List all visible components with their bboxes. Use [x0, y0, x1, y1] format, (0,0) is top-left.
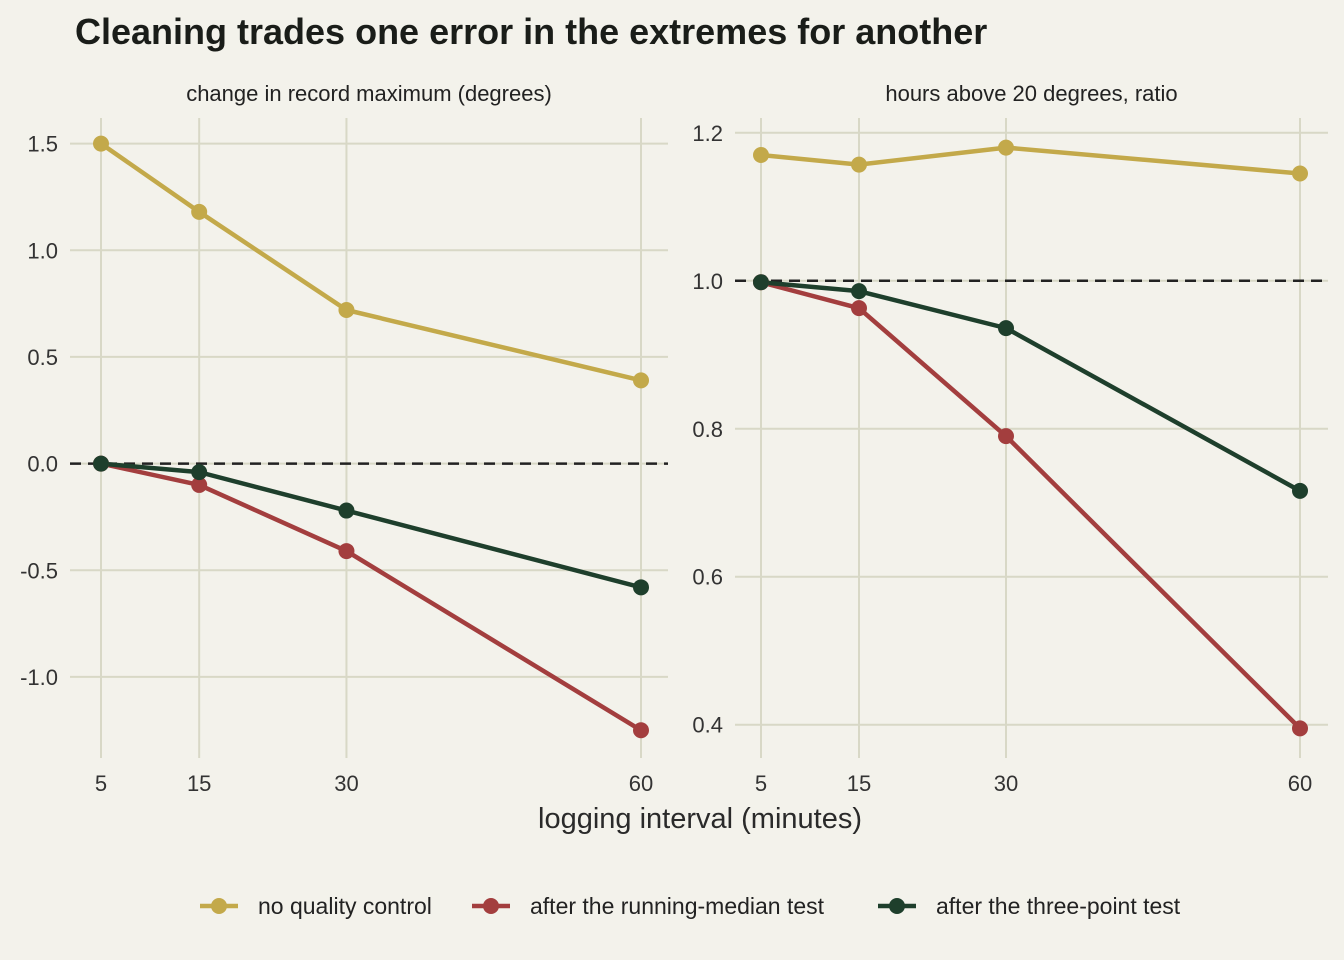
x-axis-label: logging interval (minutes) [538, 803, 862, 835]
data-point [633, 722, 649, 739]
y-tick-label: -0.5 [20, 558, 58, 583]
legend-label: after the running-median test [530, 893, 825, 919]
data-point [93, 455, 109, 472]
panel-record-maximum: change in record maximum (degrees) -1.0 -0… [20, 81, 668, 796]
panel-subtitle: change in record maximum (degrees) [186, 81, 552, 106]
data-point [338, 502, 355, 519]
x-tick-label: 5 [755, 771, 767, 796]
y-tick-label: 0.5 [27, 345, 58, 370]
series-line [100, 461, 643, 733]
data-point [93, 135, 109, 152]
y-tick-label: 0.6 [692, 565, 723, 590]
panel-hours-above-20: hours above 20 degrees, ratio 0.4 0.6 0.8 1.… [692, 81, 1328, 796]
legend-item: after the running-median test [472, 893, 825, 919]
y-tick-label: 0.8 [692, 417, 723, 442]
legend-label: after the three-point test [936, 893, 1181, 919]
series-line [100, 461, 642, 590]
y-tick-label: 0.0 [27, 452, 58, 477]
data-point [191, 464, 208, 481]
data-point [633, 372, 649, 389]
y-tick-label: 0.4 [692, 713, 723, 738]
legend-item: no quality control [200, 893, 432, 919]
series-line [99, 141, 642, 383]
legend-marker [211, 898, 227, 914]
data-point [753, 274, 769, 291]
legend-marker [483, 898, 499, 914]
x-tick-label: 30 [334, 771, 358, 796]
x-tick-label: 30 [994, 771, 1018, 796]
y-tick-label: 1.0 [692, 269, 723, 294]
x-tick-label: 15 [847, 771, 871, 796]
panel-subtitle: hours above 20 degrees, ratio [885, 81, 1177, 106]
y-tick-label: 1.5 [27, 132, 58, 157]
data-point [1292, 482, 1308, 499]
data-point [338, 543, 355, 560]
data-point [851, 283, 867, 300]
data-point [851, 300, 867, 317]
legend-label: no quality control [258, 893, 432, 919]
data-point [998, 320, 1014, 337]
series-line [760, 145, 1301, 176]
x-tick-label: 60 [1288, 771, 1312, 796]
series-line [760, 280, 1302, 731]
data-point [851, 156, 867, 173]
data-point [998, 139, 1014, 156]
x-tick-label: 60 [629, 771, 653, 796]
y-tick-label: -1.0 [20, 665, 58, 690]
data-point [338, 302, 355, 318]
legend: no quality control after the running-medi… [200, 893, 1181, 919]
data-point [191, 476, 208, 493]
series-line [760, 280, 1302, 493]
data-point [998, 428, 1014, 445]
data-point [633, 579, 649, 596]
data-point [1292, 720, 1308, 737]
legend-item: after the three-point test [878, 893, 1181, 919]
chart-title: Cleaning trades one error in the extreme… [75, 11, 987, 52]
x-tick-label: 15 [187, 771, 211, 796]
x-tick-label: 5 [95, 771, 107, 796]
y-tick-label: 1.2 [692, 121, 723, 146]
data-point [1292, 165, 1308, 182]
data-point [191, 203, 208, 220]
data-point [753, 146, 769, 163]
y-tick-label: 1.0 [27, 238, 58, 263]
legend-marker [889, 898, 905, 914]
